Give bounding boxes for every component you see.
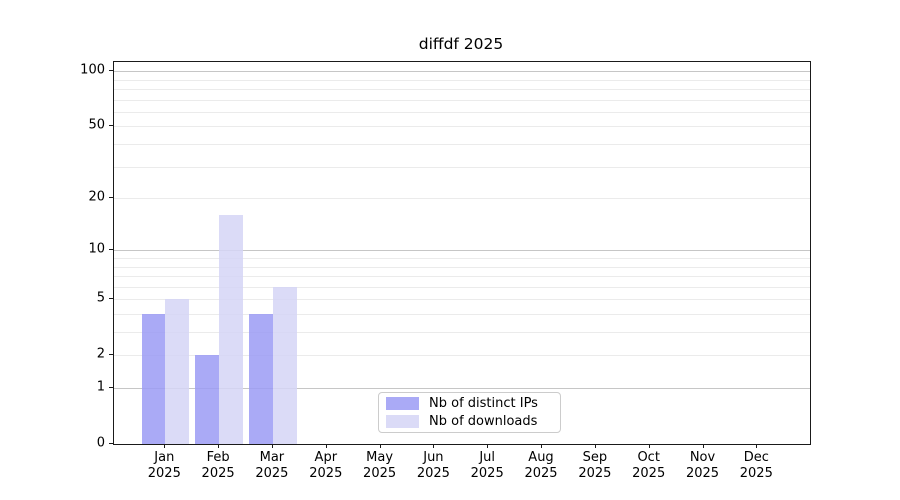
gridline-minor-90 (114, 79, 810, 81)
gridline-minor-4 (114, 313, 810, 315)
y-tick-0 (109, 443, 113, 444)
y-tick-10 (109, 249, 113, 251)
x-tick-label-mar: Mar 2025 (230, 450, 314, 481)
x-tick-label-jun: Jun 2025 (391, 450, 475, 481)
gridline-major-1 (114, 388, 810, 389)
x-tick-label-oct: Oct 2025 (607, 450, 691, 481)
x-tick-jan (164, 444, 166, 448)
x-tick-label-aug: Aug 2025 (499, 450, 583, 481)
month-label: Jul (479, 450, 496, 465)
gridline-major-10 (114, 250, 810, 252)
x-tick-jun (433, 444, 435, 448)
gridline-minor-70 (114, 99, 810, 101)
gridline-minor-30 (114, 166, 810, 168)
gridline-minor-7 (114, 276, 810, 277)
gridline-minor-60 (114, 111, 810, 113)
year-label: 2025 (309, 465, 343, 481)
x-tick-nov (702, 444, 704, 448)
month-label: Jan (154, 450, 175, 465)
y-tick-label-20: 20 (88, 189, 105, 205)
gridline-minor-3 (114, 332, 810, 333)
x-tick-label-dec: Dec 2025 (714, 450, 798, 481)
year-label: 2025 (255, 465, 289, 481)
chart-title: diffdf 2025 (418, 35, 504, 53)
x-tick-aug (541, 444, 542, 448)
y-tick-20 (109, 197, 113, 198)
x-tick-jul (487, 444, 489, 448)
gridline-minor-9 (114, 257, 810, 259)
y-tick-label-10: 10 (88, 241, 105, 257)
x-tick-oct (648, 444, 650, 448)
x-tick-label-jul: Jul 2025 (445, 450, 529, 481)
year-label: 2025 (416, 465, 450, 481)
month-label: Feb (206, 450, 230, 465)
x-tick-mar (271, 444, 273, 448)
year-label: 2025 (470, 465, 504, 481)
legend-entry-downloads: Nb of downloads (386, 414, 553, 429)
x-tick-label-nov: Nov 2025 (661, 450, 745, 481)
y-tick-5 (109, 298, 113, 300)
y-tick-label-50: 50 (88, 117, 105, 133)
x-tick-feb (218, 444, 220, 448)
gridline-minor-20 (114, 198, 810, 199)
bar-downloads-feb (219, 215, 243, 444)
bar-distinct-ips-mar (249, 313, 273, 444)
legend-label-distinct-ips: Nb of distinct IPs (429, 396, 538, 411)
gridline-minor-40 (114, 143, 810, 145)
y-tick-100 (109, 70, 113, 72)
x-tick-apr (325, 444, 327, 448)
y-tick-50 (109, 125, 113, 127)
legend-swatch-distinct-ips (386, 397, 419, 410)
y-tick-label-2: 2 (96, 346, 105, 362)
y-tick-label-100: 100 (80, 62, 105, 78)
gridline-minor-8 (114, 266, 810, 268)
bar-downloads-jan (165, 299, 189, 444)
year-label: 2025 (363, 465, 397, 481)
month-label: Dec (743, 450, 769, 465)
month-label: Mar (259, 450, 285, 465)
legend-swatch-downloads (386, 415, 419, 428)
gridline-minor-5 (114, 299, 810, 301)
bar-distinct-ips-jan (141, 313, 166, 444)
month-label: Apr (314, 450, 338, 465)
gridline-minor-6 (114, 286, 810, 288)
year-label: 2025 (578, 465, 612, 481)
x-tick-label-feb: Feb 2025 (176, 450, 260, 481)
month-label: Jun (423, 450, 444, 465)
y-tick-label-5: 5 (96, 290, 105, 306)
month-label: Oct (637, 450, 660, 465)
y-tick-label-0: 0 (96, 435, 105, 451)
year-label: 2025 (201, 465, 235, 481)
gridline-minor-50 (114, 126, 810, 128)
x-tick-label-may: May 2025 (338, 450, 422, 481)
x-tick-may (379, 444, 381, 448)
year-label: 2025 (739, 465, 773, 481)
y-tick-label-1: 1 (96, 379, 105, 395)
plot-area (113, 61, 811, 445)
year-label: 2025 (685, 465, 720, 481)
month-label: May (366, 450, 394, 465)
y-tick-1 (109, 387, 113, 388)
x-tick-label-apr: Apr 2025 (284, 450, 368, 481)
x-tick-label-jan: Jan 2025 (122, 450, 206, 481)
x-tick-label-sep: Sep 2025 (553, 450, 637, 481)
legend: Nb of distinct IPs Nb of downloads (378, 392, 561, 433)
month-label: Sep (582, 450, 608, 465)
gridline-major-100 (114, 71, 810, 73)
gridline-minor-80 (114, 88, 810, 90)
gridline-minor-2 (114, 355, 810, 357)
x-tick-dec (756, 444, 758, 448)
bar-distinct-ips-feb (195, 355, 220, 444)
year-label: 2025 (632, 465, 666, 481)
bar-downloads-mar (272, 286, 297, 444)
year-label: 2025 (147, 465, 181, 481)
y-tick-2 (109, 354, 113, 356)
month-label: Aug (528, 450, 554, 465)
x-tick-sep (594, 444, 596, 448)
month-label: Nov (689, 450, 716, 465)
legend-entry-distinct-ips: Nb of distinct IPs (386, 396, 553, 411)
legend-label-downloads: Nb of downloads (429, 414, 538, 429)
year-label: 2025 (524, 465, 558, 481)
